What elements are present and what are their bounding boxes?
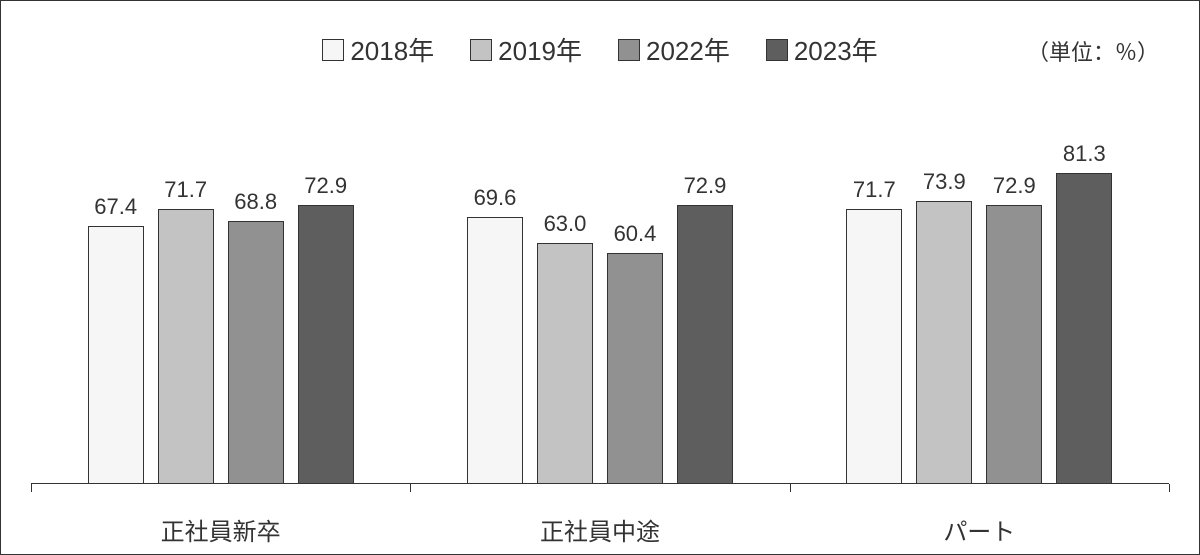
bar-value-label: 71.7 xyxy=(853,177,896,203)
bar-value-label: 81.3 xyxy=(1063,141,1106,167)
bar xyxy=(607,253,663,484)
legend-swatch-2022 xyxy=(618,39,640,61)
bar-value-label: 69.6 xyxy=(474,185,517,211)
bar-value-label: 63.0 xyxy=(544,211,587,237)
bar-value-label: 72.9 xyxy=(684,173,727,199)
bar-group: 69.6 63.0 60.4 72.9 xyxy=(410,101,789,484)
bar xyxy=(298,205,354,484)
category-label: 正社員新卒 xyxy=(31,494,410,554)
bar-group: 67.4 71.7 68.8 72.9 xyxy=(31,101,410,484)
x-axis-labels: 正社員新卒正社員中途パート xyxy=(31,494,1169,554)
bar-wrap: 71.7 xyxy=(846,101,902,484)
bar-wrap: 71.7 xyxy=(158,101,214,484)
axis-tick xyxy=(410,484,411,492)
bar-value-label: 73.9 xyxy=(923,169,966,195)
unit-label: （単位：％） xyxy=(1027,35,1159,67)
bar xyxy=(846,209,902,484)
legend-item-2023: 2023年 xyxy=(766,31,878,68)
bar xyxy=(467,217,523,484)
bar-value-label: 72.9 xyxy=(304,173,347,199)
axis-tick xyxy=(790,484,791,492)
legend-label: 2019年 xyxy=(498,31,582,68)
bar xyxy=(88,226,144,484)
bar-wrap: 73.9 xyxy=(916,101,972,484)
bar-wrap: 72.9 xyxy=(677,101,733,484)
legend-label: 2018年 xyxy=(350,31,434,68)
category-label: パート xyxy=(790,494,1169,554)
bar xyxy=(986,205,1042,484)
legend: 2018年 2019年 2022年 2023年 xyxy=(1,31,1199,68)
bar xyxy=(677,205,733,484)
bar xyxy=(916,201,972,484)
category-label: 正社員中途 xyxy=(410,494,789,554)
legend-swatch-2023 xyxy=(766,39,788,61)
bar-wrap: 72.9 xyxy=(986,101,1042,484)
bar-group: 71.7 73.9 72.9 81.3 xyxy=(790,101,1169,484)
x-axis-line xyxy=(31,483,1169,484)
bar-wrap: 72.9 xyxy=(298,101,354,484)
legend-item-2019: 2019年 xyxy=(470,31,582,68)
axis-tick xyxy=(31,484,32,492)
bar xyxy=(228,221,284,485)
bar-wrap: 68.8 xyxy=(228,101,284,484)
bar-wrap: 63.0 xyxy=(537,101,593,484)
bar-value-label: 68.8 xyxy=(234,189,277,215)
bar-groups: 67.4 71.7 68.8 72.9 69.6 63.0 60.4 72.9 71.7 73.9… xyxy=(31,101,1169,484)
bar xyxy=(537,243,593,484)
bar-value-label: 67.4 xyxy=(94,194,137,220)
legend-swatch-2018 xyxy=(322,39,344,61)
legend-label: 2023年 xyxy=(794,31,878,68)
legend-item-2022: 2022年 xyxy=(618,31,730,68)
bar-wrap: 60.4 xyxy=(607,101,663,484)
bar-value-label: 72.9 xyxy=(993,173,1036,199)
bar-wrap: 67.4 xyxy=(88,101,144,484)
chart-frame: 2018年 2019年 2022年 2023年 （単位：％） 67.471.76… xyxy=(0,0,1200,555)
bar xyxy=(158,209,214,484)
bar-wrap: 81.3 xyxy=(1056,101,1112,484)
legend-item-2018: 2018年 xyxy=(322,31,434,68)
plot-area: 67.4 71.7 68.8 72.9 69.6 63.0 60.4 72.9 71.7 73.9… xyxy=(31,101,1169,484)
bar-value-label: 71.7 xyxy=(164,177,207,203)
bar-wrap: 69.6 xyxy=(467,101,523,484)
axis-tick xyxy=(1169,484,1170,492)
legend-swatch-2019 xyxy=(470,39,492,61)
bar-value-label: 60.4 xyxy=(614,221,657,247)
bar xyxy=(1056,173,1112,484)
legend-label: 2022年 xyxy=(646,31,730,68)
